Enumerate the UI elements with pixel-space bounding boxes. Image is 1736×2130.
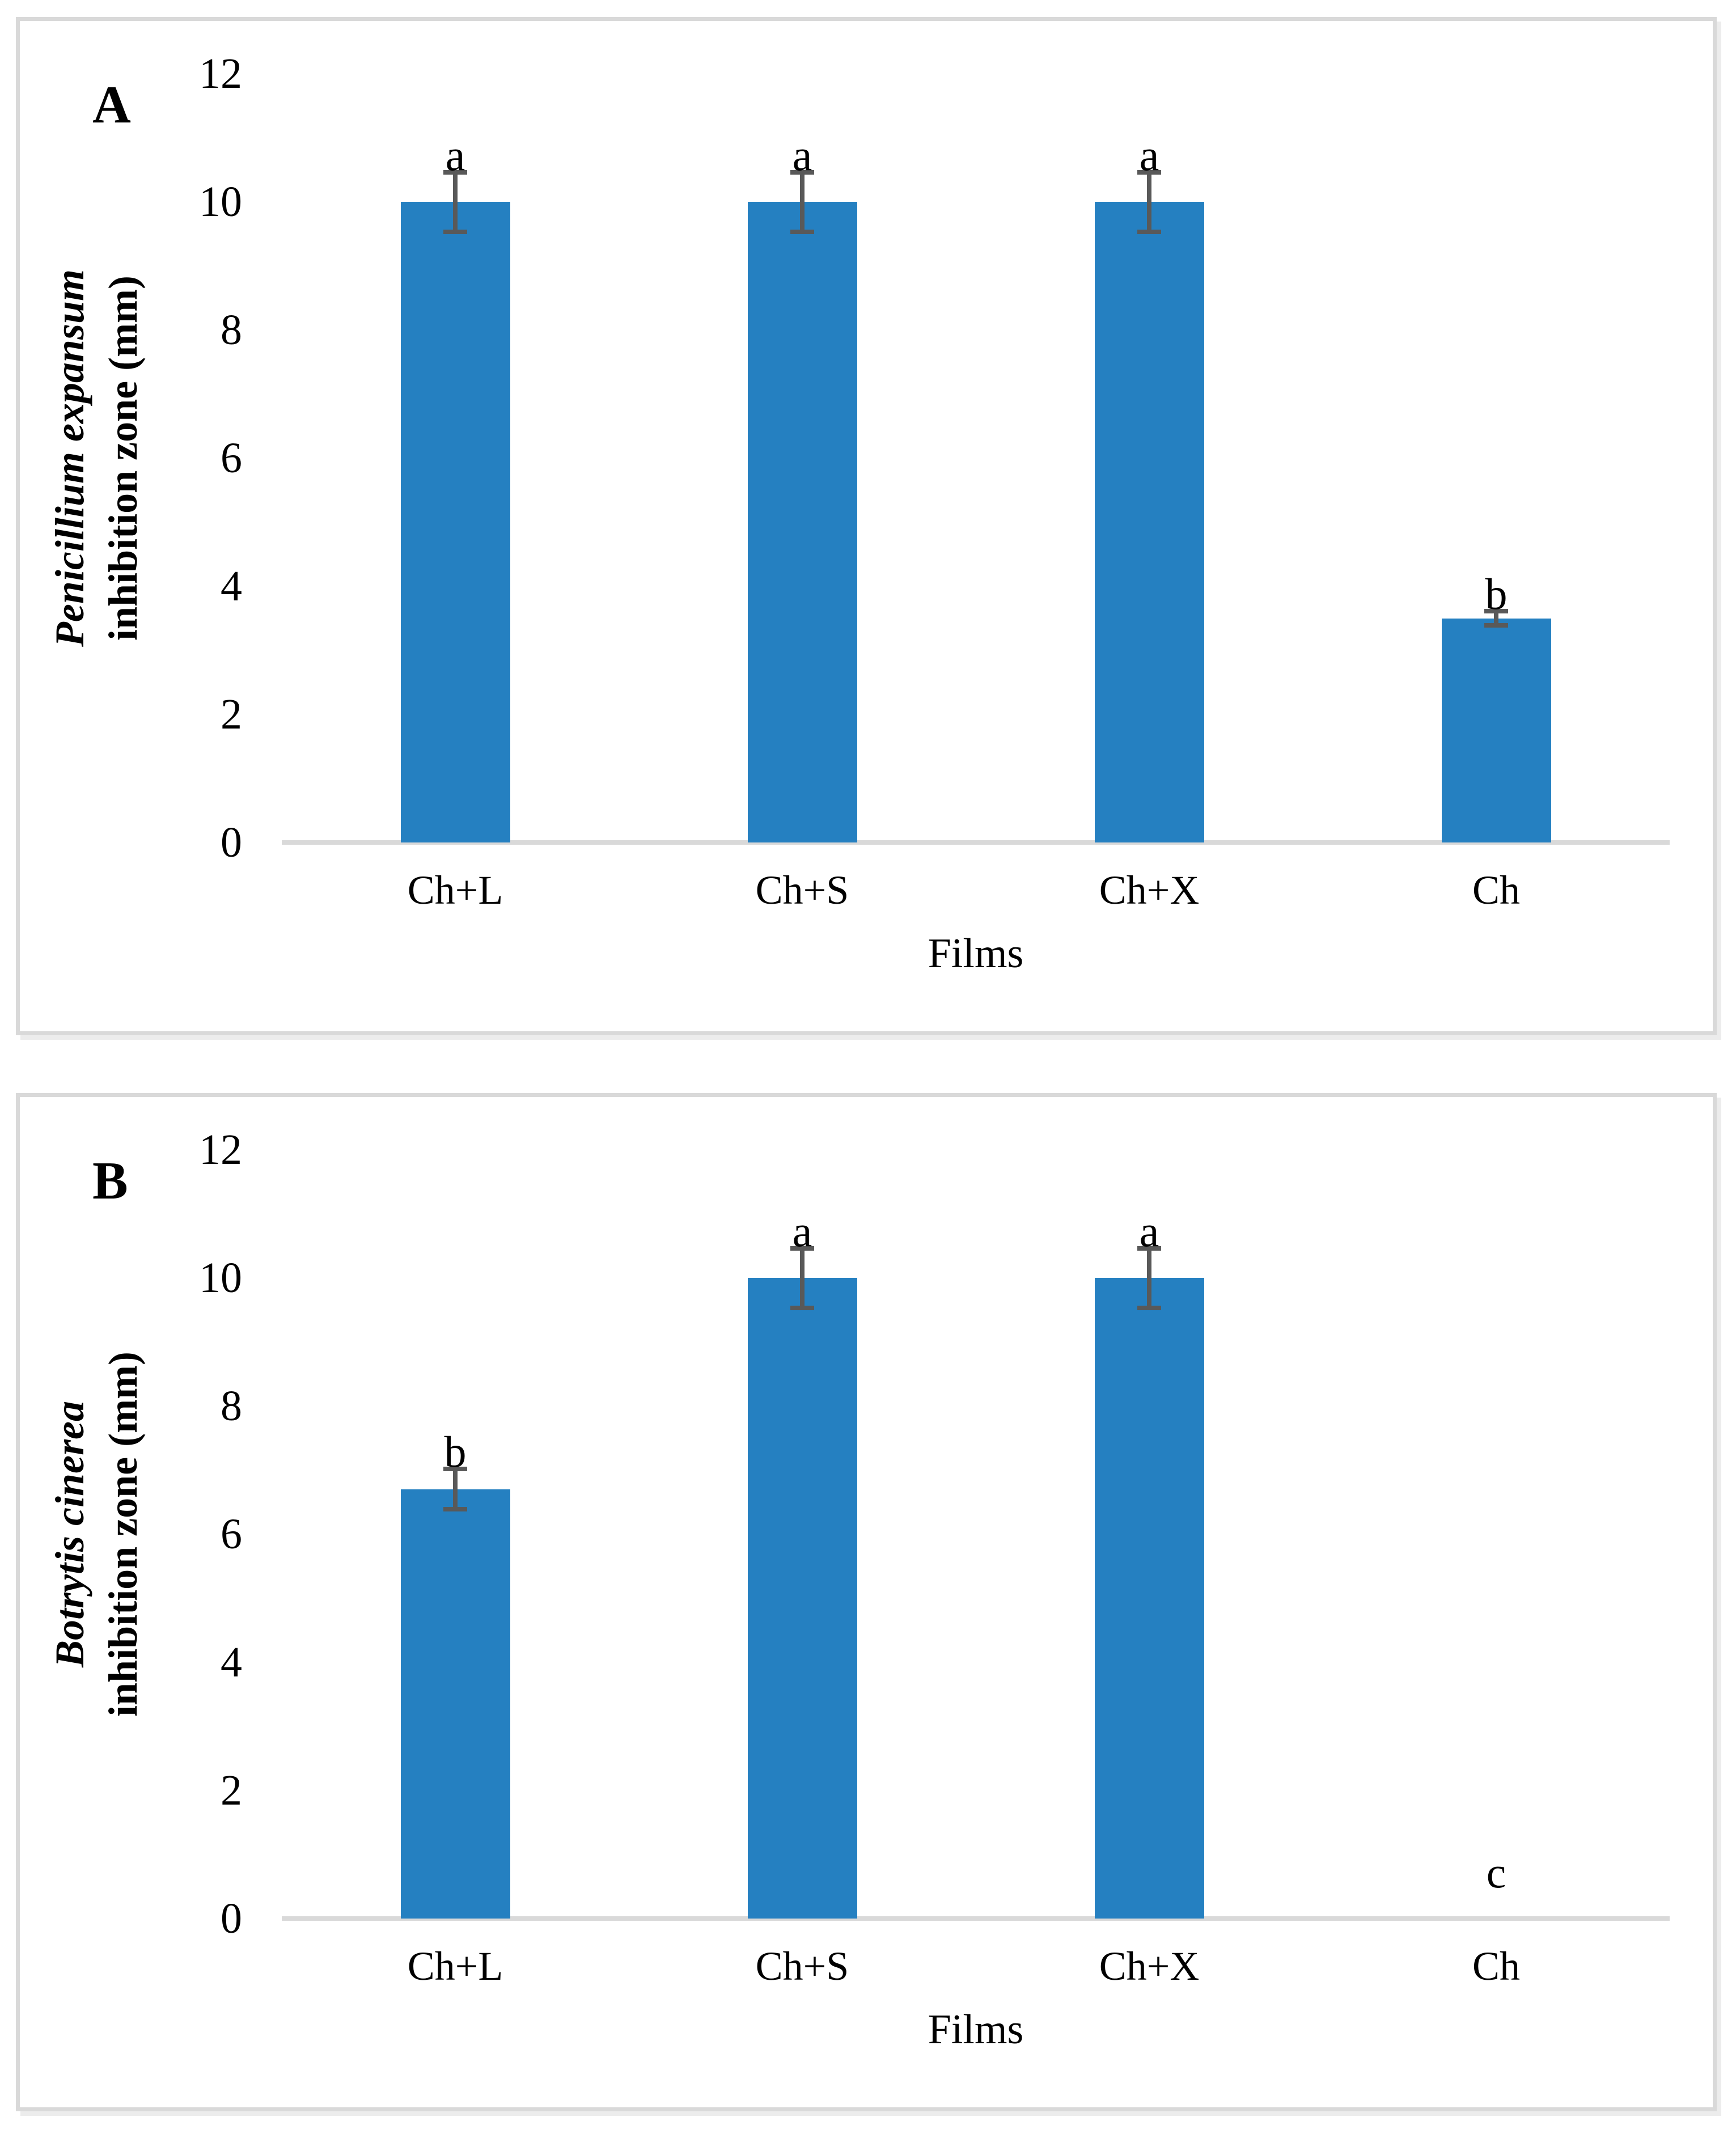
y-tick-label: 0 bbox=[221, 819, 242, 866]
error-bar-cap bbox=[1484, 623, 1508, 628]
x-axis-line bbox=[282, 1916, 1670, 1921]
bar-chs bbox=[747, 202, 857, 842]
y-tick-label: 2 bbox=[221, 1767, 242, 1814]
significance-letter: c bbox=[1486, 1848, 1506, 1897]
error-bar-cap bbox=[443, 170, 467, 175]
y-tick-label: 12 bbox=[199, 50, 242, 98]
error-bar-cap bbox=[1137, 170, 1161, 175]
panel-a-plot-area: 12 10 8 6 4 2 0 a Ch+L a Ch+S a Ch+X b Ch bbox=[199, 50, 1670, 913]
x-axis-line bbox=[282, 840, 1670, 845]
x-tick-label: Ch bbox=[1472, 1943, 1521, 1989]
panel-b-y-axis-title-species: Botrytis cinerea bbox=[47, 1401, 92, 1667]
significance-letter: b bbox=[1485, 569, 1508, 619]
bar-chl bbox=[400, 202, 510, 842]
x-tick-label: Ch+L bbox=[407, 867, 503, 913]
error-bar bbox=[1147, 1246, 1151, 1310]
error-bar-cap bbox=[790, 1305, 814, 1310]
y-tick-label: 8 bbox=[221, 306, 242, 354]
panel-a-letter: A bbox=[92, 75, 131, 134]
bar-ch bbox=[1441, 618, 1551, 842]
error-bar bbox=[800, 1246, 805, 1310]
error-bar-cap bbox=[1137, 229, 1161, 234]
y-tick-label: 2 bbox=[221, 691, 242, 738]
bar-chs bbox=[747, 1278, 857, 1919]
y-tick-label: 0 bbox=[221, 1895, 242, 1942]
panel-b: B Botrytis cinerea inhibition zone (mm) … bbox=[16, 1093, 1717, 2111]
error-bar-cap bbox=[1484, 608, 1508, 613]
error-bar-cap bbox=[1137, 1305, 1161, 1310]
y-tick-label: 4 bbox=[221, 562, 242, 610]
bar-chx bbox=[1094, 1278, 1204, 1919]
bar-chx bbox=[1094, 202, 1204, 842]
error-bar bbox=[453, 170, 458, 234]
panel-a-x-axis-title: Films bbox=[928, 930, 1024, 977]
significance-letter: a bbox=[792, 130, 812, 180]
y-tick-label: 6 bbox=[221, 434, 242, 482]
bar-chl bbox=[400, 1489, 510, 1919]
significance-letter: b bbox=[444, 1427, 467, 1477]
significance-letter: a bbox=[1139, 130, 1159, 180]
y-tick-label: 8 bbox=[221, 1382, 242, 1430]
y-tick-label: 12 bbox=[199, 1126, 242, 1174]
error-bar-cap bbox=[443, 229, 467, 234]
panel-b-x-axis-title: Films bbox=[928, 2006, 1024, 2053]
error-bar-cap bbox=[1137, 1246, 1161, 1251]
x-tick-label: Ch+S bbox=[755, 867, 849, 913]
error-bar-cap bbox=[790, 1246, 814, 1251]
error-bar-cap bbox=[790, 170, 814, 175]
panel-b-plot-area: 12 10 8 6 4 2 0 b Ch+L a Ch+S a Ch+X c Ch bbox=[199, 1126, 1670, 1989]
x-tick-label: Ch+L bbox=[407, 1943, 503, 1989]
y-tick-label: 6 bbox=[221, 1510, 242, 1558]
error-bar-cap bbox=[443, 1507, 467, 1512]
error-bar bbox=[1494, 608, 1498, 628]
y-tick-label: 10 bbox=[199, 1254, 242, 1302]
significance-letter: a bbox=[792, 1206, 812, 1256]
x-tick-label: Ch bbox=[1472, 867, 1521, 913]
x-tick-label: Ch+X bbox=[1099, 1943, 1200, 1989]
panel-a-y-axis-title-species: Penicillium expansum bbox=[47, 269, 92, 647]
x-tick-label: Ch+S bbox=[755, 1943, 849, 1989]
error-bar bbox=[453, 1467, 458, 1512]
x-tick-label: Ch+X bbox=[1099, 867, 1200, 913]
error-bar bbox=[1147, 170, 1151, 234]
error-bar-cap bbox=[443, 1467, 467, 1472]
panel-a: A Penicillium expansum inhibition zone (… bbox=[16, 17, 1717, 1035]
error-bar bbox=[800, 170, 805, 234]
panel-b-letter: B bbox=[92, 1151, 128, 1210]
y-tick-label: 4 bbox=[221, 1638, 242, 1686]
significance-letter: a bbox=[1139, 1206, 1159, 1256]
significance-letter: a bbox=[445, 130, 465, 180]
error-bar-cap bbox=[790, 229, 814, 234]
y-tick-label: 10 bbox=[199, 178, 242, 226]
